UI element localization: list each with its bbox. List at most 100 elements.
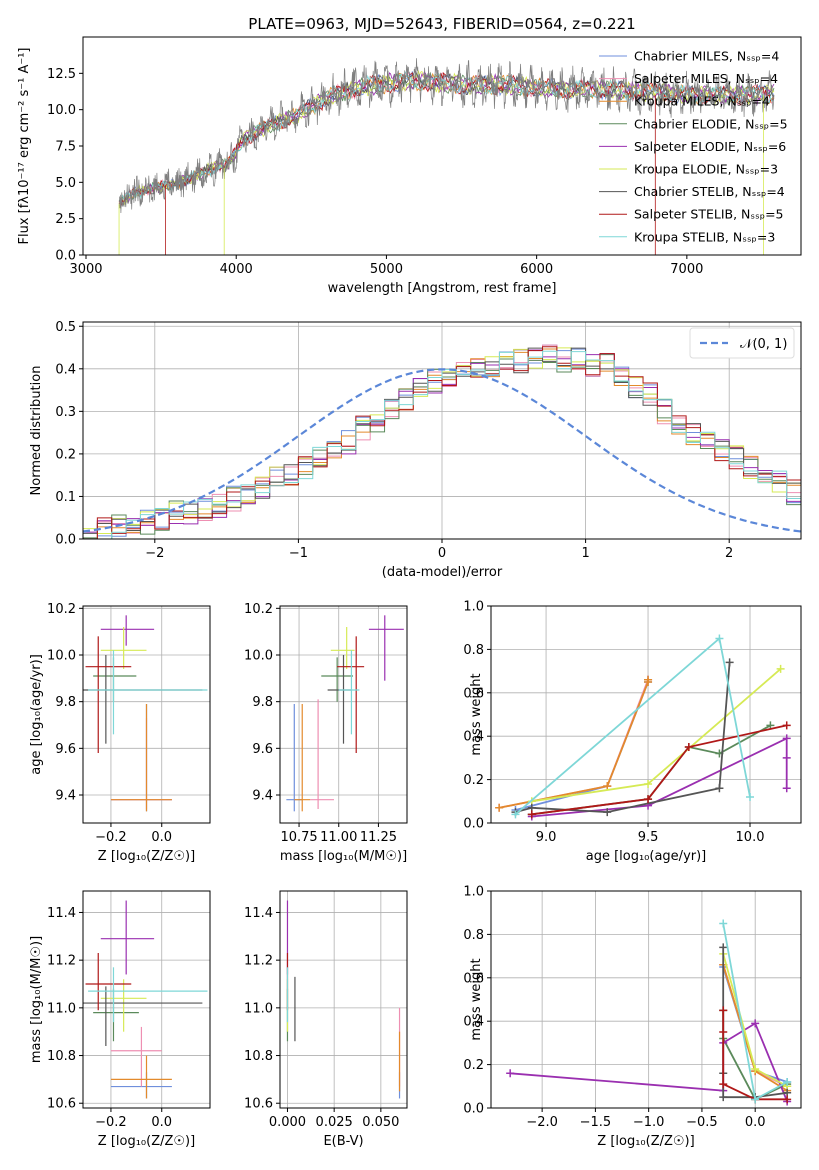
histogram-chabrier_stelib [83, 347, 801, 534]
y-tick-label: 9.6 [252, 742, 273, 757]
y-tick-label: 11.2 [244, 954, 273, 969]
weight-point [506, 1069, 515, 1078]
errorbar-salpeter_stelib [85, 636, 132, 753]
x-tick-label: 3000 [69, 262, 102, 277]
y-tick-label: 1.0 [463, 600, 484, 615]
errorbar-salpeter_miles [110, 1026, 162, 1087]
x-tick-label: 0.050 [362, 1115, 399, 1130]
x-tick-label: 6000 [520, 262, 553, 277]
legend-label: Salpeter MILES, Nₛₛₚ=4 [634, 71, 778, 86]
y-tick-label: 11.0 [244, 1001, 273, 1016]
weight-point [782, 734, 791, 743]
chart-mass-vs-ebv: 0.000 0.025 0.050 10.6 10.8 11.0 11.2 11.4 E(B-V… [244, 890, 408, 1149]
observed-spectrum [119, 58, 775, 214]
weight-point [751, 1064, 760, 1073]
x-axis-label: Z [log₁₀(Z/Z☉)] [98, 849, 195, 864]
errorbar-kroupa_miles [110, 1055, 172, 1099]
errorbar-kroupa_miles [294, 704, 311, 812]
weight-point [715, 784, 724, 793]
plot-area [83, 900, 208, 1099]
histogram-kroupa_elodie [83, 347, 801, 535]
y-tick-label: 0.2 [55, 447, 76, 462]
x-tick-label: −1.0 [633, 1115, 665, 1130]
y-axis-label: Normed distribution [29, 366, 44, 496]
x-tick-label: −1.5 [580, 1115, 612, 1130]
y-axis-label: age [log₁₀(age/yr)] [29, 654, 44, 775]
x-tick-label: 5000 [370, 262, 403, 277]
errorbar-chabrier_stelib [327, 655, 352, 744]
chart-weight-vs-Z: −2.0 −1.5 −1.0 −0.5 0.0 0.0 0.2 0.4 0.6 0.8 1.0 Z [… [463, 885, 802, 1149]
weight-point [644, 675, 653, 684]
x-tick-label: 0.025 [316, 1115, 353, 1130]
x-tick-label: 4000 [220, 262, 253, 277]
plot-area [286, 615, 404, 812]
y-tick-label: 0.8 [463, 928, 484, 943]
y-tick-label: 0.2 [463, 773, 484, 788]
legend: Chabrier MILES, Nₛₛₚ=4 Salpeter MILES, Nₛ… [599, 49, 788, 244]
weight-point [783, 1077, 792, 1086]
x-tick-label: 1 [581, 546, 589, 561]
errorbar-chabrier_elodie [321, 657, 354, 702]
x-tick-label: 0.0 [745, 1115, 766, 1130]
errorbar-salpeter_elodie [100, 900, 155, 975]
x-tick-label: 9.0 [536, 830, 557, 845]
weight-point [719, 943, 728, 952]
weight-point [782, 721, 791, 730]
x-axis-label: wavelength [Angstrom, rest frame] [328, 281, 557, 296]
y-tick-label: 0.1 [55, 490, 76, 505]
x-tick-label: 10.0 [736, 830, 765, 845]
histogram-kroupa_stelib [83, 350, 801, 539]
weight-point [719, 1006, 728, 1015]
legend: 𝒩(0, 1) [689, 327, 795, 359]
legend-label: Chabrier STELIB, Nₛₛₚ=4 [634, 184, 785, 199]
y-tick-label: 0.4 [463, 730, 484, 745]
weight-point [782, 784, 791, 793]
x-axis-label: E(B-V) [323, 1134, 363, 1149]
plot-area [495, 634, 791, 821]
x-axis-label: Z [log₁₀(Z/Z☉)] [597, 1134, 694, 1149]
weight-point [603, 808, 612, 817]
errorbar-kroupa_miles [110, 704, 172, 812]
y-tick-label: 9.8 [252, 695, 273, 710]
y-tick-label: 9.4 [252, 789, 273, 804]
weight-point [746, 792, 755, 801]
y-tick-label: 2.5 [55, 212, 76, 227]
x-tick-label: 9.5 [638, 830, 659, 845]
errorbar-kroupa_elodie [100, 979, 147, 1032]
weight-point [644, 795, 653, 804]
legend-label: Kroupa STELIB, Nₛₛₚ=3 [634, 229, 775, 244]
x-tick-label: 0 [438, 546, 446, 561]
y-tick-label: 11.0 [47, 1001, 76, 1016]
weight-point [783, 1095, 792, 1104]
weight-point [719, 1093, 728, 1102]
plot-area [286, 900, 401, 1099]
histogram-chabrier_miles [83, 344, 801, 539]
errorbar-salpeter_stelib [85, 953, 132, 1011]
chart-age-vs-Z: −0.2 0.0 9.4 9.6 9.8 10.0 10.2 Z [log₁₀(Z/Z☉)] a… [29, 602, 211, 864]
normal-distribution-curve [83, 368, 801, 533]
y-tick-label: 0.2 [463, 1058, 484, 1073]
legend-label: Salpeter ELODIE, Nₛₛₚ=6 [634, 139, 786, 154]
weight-point [719, 919, 728, 928]
weight-point [766, 721, 775, 730]
errorbar-chabrier_elodie [93, 988, 139, 1042]
y-tick-label: 0.8 [463, 643, 484, 658]
y-tick-label: 0.6 [463, 971, 484, 986]
chart-age-vs-mass: 10.75 11.00 11.25 9.4 9.6 9.8 10.0 10.2 mass [lo… [244, 602, 408, 864]
chart-mass-vs-Z: −0.2 0.0 10.6 10.8 11.0 11.2 11.4 Z [log₁₀(Z/Z☉… [29, 890, 211, 1149]
y-axis-label: mass weight [469, 958, 484, 1040]
x-tick-label: −1 [289, 546, 308, 561]
histogram-salpeter_miles [83, 344, 801, 539]
y-tick-label: 10.6 [47, 1097, 76, 1112]
weight-line-chabrier_stelib [515, 662, 731, 814]
y-tick-label: 12.5 [47, 67, 76, 82]
x-tick-label: 0.0 [151, 1115, 172, 1130]
chart-spectrum: 3000 4000 5000 6000 7000 0.0 2.5 5.0 7.5 10.0 12.5… [17, 15, 802, 296]
weight-line-kroupa_miles [499, 679, 649, 809]
y-axis-label: mass [log₁₀(M/M☉)] [29, 936, 44, 1063]
errorbar-salpeter_stelib [337, 636, 365, 753]
x-tick-label: 10.75 [280, 830, 317, 845]
y-tick-label: 0.0 [463, 1102, 484, 1117]
weight-point [751, 1019, 760, 1028]
x-tick-label: 11.25 [360, 830, 397, 845]
